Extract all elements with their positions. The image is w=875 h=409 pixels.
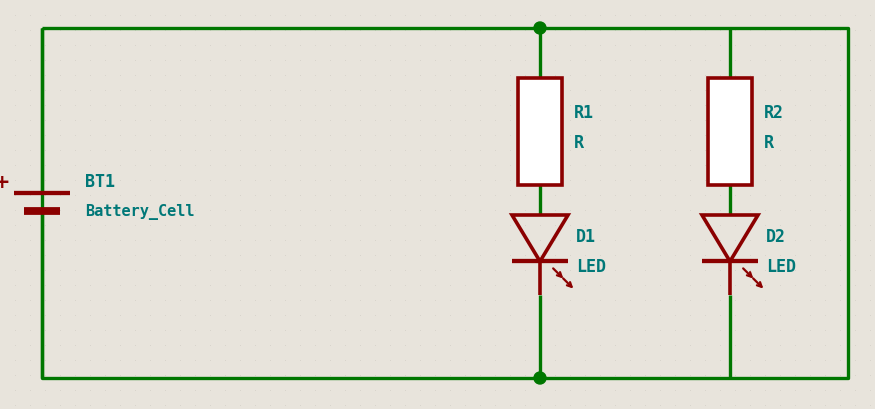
Text: Battery_Cell: Battery_Cell — [85, 204, 194, 220]
Text: LED: LED — [766, 258, 796, 276]
Bar — [708, 78, 752, 185]
Circle shape — [534, 22, 546, 34]
Text: LED: LED — [576, 258, 606, 276]
Text: BT1: BT1 — [85, 173, 115, 191]
Text: R2: R2 — [764, 105, 784, 123]
Text: R: R — [764, 135, 774, 153]
Bar — [518, 78, 562, 185]
Text: +: + — [0, 173, 10, 193]
Text: R: R — [574, 135, 584, 153]
Text: D2: D2 — [766, 228, 786, 246]
Circle shape — [534, 372, 546, 384]
Text: R1: R1 — [574, 105, 594, 123]
Text: D1: D1 — [576, 228, 596, 246]
